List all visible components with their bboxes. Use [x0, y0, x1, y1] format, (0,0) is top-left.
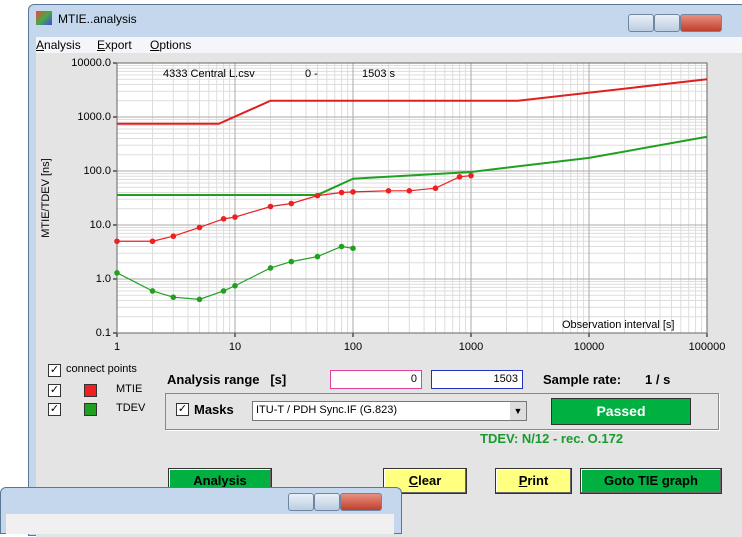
data-point	[267, 203, 274, 210]
y-tick-label: 100.0	[83, 165, 111, 177]
legend-entry: TDEV	[116, 402, 146, 414]
file-name: 4333 Central L.csv	[163, 68, 255, 80]
mask-select-text: ITU-T / PDH Sync.IF (G.823)	[256, 404, 397, 416]
menu-bar: Analysis Export Options	[36, 37, 742, 53]
y-tick-label: 0.1	[96, 327, 111, 339]
masks-label: Masks	[194, 402, 234, 417]
chart: 4333 Central L.csv 0 - 1503 s Observatio…	[40, 57, 726, 353]
page: MTIE..analysis Analysis Export Options 4…	[0, 4, 742, 537]
y-tick-label: 1.0	[96, 273, 111, 285]
mask-line	[117, 135, 708, 196]
data-line	[117, 175, 472, 242]
range-from-input[interactable]: 0	[330, 370, 422, 389]
data-point	[114, 270, 120, 276]
x-tick-label: 1000	[459, 341, 483, 353]
menu-item[interactable]: Export	[97, 38, 132, 52]
legend-swatch	[84, 403, 97, 416]
data-point	[196, 296, 203, 303]
goto-button[interactable]: Goto TIE graph	[580, 468, 722, 494]
mask-select[interactable]: ITU-T / PDH Sync.IF (G.823) ▼	[252, 401, 527, 421]
x-tick-label: 10	[229, 341, 241, 353]
data-point	[350, 189, 356, 195]
data-point	[385, 187, 392, 194]
maximize-button[interactable]	[314, 493, 340, 511]
data-point	[432, 185, 439, 192]
close-button[interactable]	[340, 493, 382, 511]
mask-group	[165, 393, 719, 430]
data-point	[220, 216, 227, 222]
close-button[interactable]	[680, 14, 722, 32]
data-point	[232, 282, 238, 289]
data-point	[267, 265, 274, 271]
x-axis-label: Observation interval [s]	[562, 319, 675, 331]
print-button[interactable]: Print	[495, 468, 572, 494]
checkbox-label: connect points	[66, 363, 137, 375]
checkbox[interactable]: ✓	[48, 384, 61, 397]
window-title: MTIE..analysis	[58, 12, 137, 26]
data-point	[338, 189, 345, 196]
data-point	[456, 174, 463, 180]
range-label: Analysis range [s]	[167, 372, 287, 387]
y-tick-label: 10.0	[90, 219, 111, 231]
second-window-client	[6, 514, 394, 534]
x-tick-label: 1	[114, 341, 120, 353]
status-box: Passed	[551, 398, 691, 425]
menu-item[interactable]: Options	[150, 38, 192, 52]
data-point	[314, 192, 321, 199]
sample-rate-label: Sample rate:	[543, 372, 622, 387]
data-point	[170, 294, 177, 301]
data-point	[114, 238, 120, 245]
data-point	[468, 172, 474, 179]
data-point	[196, 224, 203, 231]
minimize-button[interactable]	[628, 14, 654, 32]
legend-swatch	[84, 384, 97, 397]
data-point	[406, 187, 413, 194]
data-point	[338, 243, 345, 250]
x-tick-label: 100	[344, 341, 362, 353]
x-tick-label: 10000	[574, 341, 605, 353]
minimize-button[interactable]	[288, 493, 314, 511]
checkbox[interactable]: ✓	[48, 403, 61, 416]
data-point	[314, 253, 321, 260]
data-point	[149, 288, 156, 294]
app-icon	[36, 11, 52, 25]
y-tick-label: 1000.0	[77, 111, 111, 123]
checkbox[interactable]: ✓	[48, 364, 61, 377]
plot-area	[117, 63, 707, 333]
mask-line	[117, 78, 708, 125]
maximize-button[interactable]	[654, 14, 680, 32]
data-point	[288, 200, 295, 207]
data-point	[350, 245, 356, 252]
tdev-note: TDEV: N/12 - rec. O.172	[480, 431, 624, 446]
data-point	[232, 214, 238, 220]
y-tick-label: 10000.0	[71, 57, 111, 69]
legend-entry: MTIE	[116, 383, 143, 395]
dropdown-arrow[interactable]: ▼	[510, 402, 526, 420]
range-to-input[interactable]: 1503	[431, 370, 523, 389]
y-axis-label: MTIE/TDEV [ns]	[40, 158, 52, 237]
data-point	[220, 288, 227, 294]
x-tick-label: 100000	[689, 341, 726, 353]
data-point	[170, 233, 177, 240]
data-point	[149, 238, 156, 245]
range-end: 1503 s	[362, 68, 396, 80]
clear-button[interactable]: Clear	[383, 468, 467, 494]
plot-border	[116, 62, 708, 334]
data-point	[288, 258, 295, 265]
sample-rate: 1 / s	[645, 372, 671, 387]
checkbox[interactable]: ✓	[176, 403, 189, 416]
range-start: 0 -	[305, 68, 318, 80]
menu-item[interactable]: Analysis	[36, 38, 81, 52]
